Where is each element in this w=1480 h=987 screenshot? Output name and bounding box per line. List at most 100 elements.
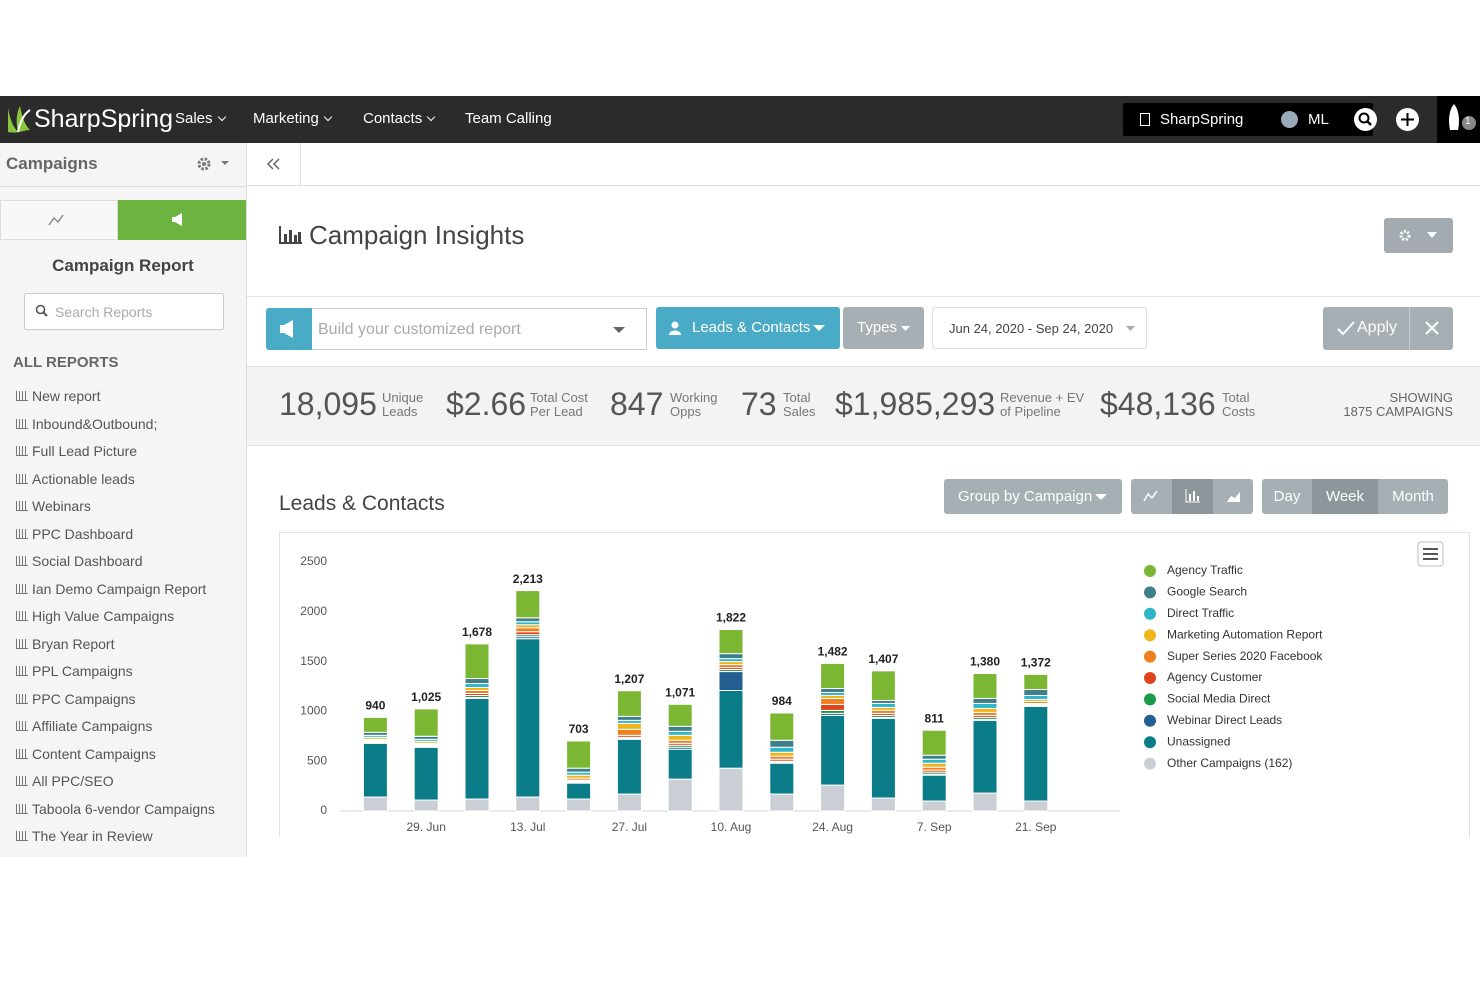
report-link[interactable]: Actionable leads	[16, 471, 135, 487]
report-link[interactable]: Webinars	[16, 498, 91, 514]
notifications[interactable]: 1	[1437, 96, 1480, 143]
group-by-button[interactable]: Group by Campaign	[944, 479, 1122, 514]
types-button[interactable]: Types	[843, 307, 924, 349]
period-button[interactable]: Month	[1392, 488, 1434, 505]
clear-button[interactable]	[1409, 307, 1453, 350]
legend-entry[interactable]: Direct Traffic	[1167, 606, 1234, 620]
leads-contacts-button[interactable]: Leads & Contacts	[656, 307, 840, 349]
settings-menu[interactable]	[195, 155, 235, 175]
legend-entry[interactable]: Marketing Automation Report	[1167, 627, 1323, 641]
nav-marketing[interactable]: Marketing	[253, 110, 331, 127]
report-link[interactable]: PPC Campaigns	[16, 691, 136, 707]
search-button[interactable]	[1354, 108, 1377, 131]
divider	[247, 296, 1480, 297]
report-link[interactable]: Social Dashboard	[16, 553, 143, 569]
bar-segment	[1023, 705, 1049, 802]
chart-frame	[279, 532, 1470, 838]
report-link[interactable]: Ian Demo Campaign Report	[16, 581, 206, 597]
bar-segment	[515, 617, 541, 623]
report-link[interactable]: PPC Dashboard	[16, 526, 133, 542]
report-link[interactable]: High Value Campaigns	[16, 608, 174, 624]
types-label: Types	[857, 319, 898, 336]
report-link[interactable]: All PPC/SEO	[16, 773, 114, 789]
bar-segment	[616, 793, 642, 812]
total-label: 2,213	[513, 572, 543, 586]
nav-team-calling[interactable]: Team Calling	[465, 110, 552, 127]
date-range-picker[interactable]: Jun 24, 2020 - Sep 24, 2020	[932, 307, 1147, 349]
legend-entry[interactable]: Webinar Direct Leads	[1167, 713, 1282, 727]
bar-segment	[515, 590, 541, 619]
total-label: 1,207	[614, 672, 644, 686]
total-label: 1,372	[1021, 656, 1051, 670]
bar-segment	[921, 762, 947, 768]
top-nav: SharpSpring Sales Marketing Contacts Tea…	[0, 96, 1480, 143]
divider	[300, 143, 301, 186]
bar-segment	[566, 767, 592, 773]
bar-segment	[515, 638, 541, 798]
bar-segment	[566, 740, 592, 769]
legend-swatch	[1144, 736, 1156, 749]
legend-entry[interactable]: Google Search	[1167, 585, 1247, 599]
legend-entry[interactable]: Other Campaigns (162)	[1167, 756, 1292, 770]
stat-value: $48,136	[1100, 386, 1216, 422]
date-range: Jun 24, 2020 - Sep 24, 2020	[949, 321, 1114, 336]
nav-sales[interactable]: Sales	[175, 110, 225, 127]
chart-menu[interactable]	[1417, 541, 1444, 567]
account-button[interactable]: SharpSpring	[1123, 103, 1292, 136]
legend-entry[interactable]: Agency Traffic	[1167, 563, 1243, 577]
bar-segment	[464, 683, 490, 688]
report-link[interactable]: PPL Campaigns	[16, 663, 133, 679]
legend-entry[interactable]: Super Series 2020 Facebook	[1167, 649, 1323, 663]
bar-segment	[820, 662, 846, 689]
apply-button[interactable]: Apply	[1323, 307, 1409, 350]
chart-type-toggle[interactable]	[1131, 479, 1253, 514]
bar-segment	[972, 673, 998, 699]
report-link[interactable]: The Year in Review	[16, 828, 153, 844]
legend-entry[interactable]: Agency Customer	[1167, 670, 1262, 684]
section-title: ALL REPORTS	[13, 354, 119, 371]
input-placeholder: Build your customized report	[318, 321, 521, 338]
nav-contacts[interactable]: Contacts	[363, 110, 434, 127]
period-button[interactable]: Week	[1312, 479, 1378, 514]
tab-insights[interactable]	[0, 200, 118, 240]
period-button[interactable]: Day	[1273, 488, 1301, 505]
bar-segment	[667, 748, 693, 780]
bar-segment	[616, 715, 642, 721]
bar-segment	[870, 717, 896, 799]
total-label: 940	[365, 699, 385, 713]
stat-label-line: Opps	[670, 404, 702, 419]
sidebar: Campaigns Campaign Report Search Reports…	[0, 143, 247, 857]
bar-segment	[820, 697, 846, 705]
report-link[interactable]: New report	[16, 388, 100, 404]
user-initials: ML	[1308, 111, 1329, 128]
title-icon	[279, 226, 302, 244]
bar-segment	[769, 793, 795, 812]
legend-swatch	[1144, 586, 1156, 599]
legend-entry[interactable]: Social Media Direct	[1167, 692, 1271, 706]
period-toggle: Day Week Month	[1262, 479, 1448, 514]
bar-segment	[972, 697, 998, 704]
bar-segment	[464, 697, 490, 800]
tab-campaigns[interactable]	[118, 200, 246, 240]
report-builder-input[interactable]: Build your customized report	[312, 308, 647, 350]
bar-segment	[515, 627, 541, 633]
page-settings[interactable]	[1384, 218, 1453, 253]
bar-segment	[667, 725, 693, 732]
report-link[interactable]: Bryan Report	[16, 636, 114, 652]
report-link[interactable]: Affiliate Campaigns	[16, 718, 152, 734]
report-link[interactable]: Full Lead Picture	[16, 443, 137, 459]
search-reports[interactable]: Search Reports	[24, 293, 224, 330]
add-button[interactable]	[1396, 108, 1419, 131]
y-tick-label: 1500	[300, 654, 327, 668]
report-link[interactable]: Content Campaigns	[16, 746, 156, 762]
bar-segment	[820, 784, 846, 812]
collapse-button[interactable]	[265, 156, 281, 172]
bar-segment	[921, 729, 947, 756]
report-link[interactable]: Taboola 6-vendor Campaigns	[16, 801, 215, 817]
report-link[interactable]: Inbound&Outbound;	[16, 416, 157, 432]
search-placeholder: Search Reports	[55, 304, 153, 320]
legend-entry[interactable]: Unassigned	[1167, 734, 1230, 748]
bar-segment	[769, 739, 795, 748]
brand[interactable]: SharpSpring	[34, 105, 173, 133]
